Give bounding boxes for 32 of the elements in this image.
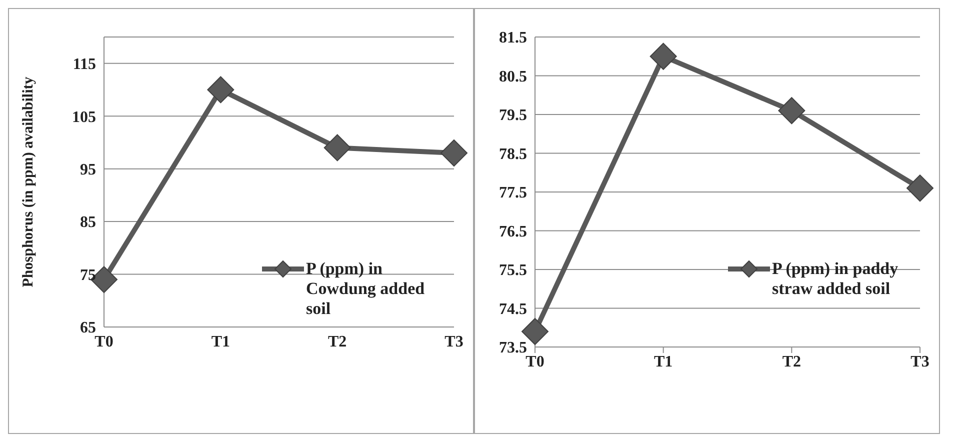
y-tick-label: 78.5 (499, 146, 527, 163)
y-tick-label: 105 (72, 108, 96, 126)
x-tick-label: T3 (910, 353, 930, 370)
point (207, 76, 234, 104)
y-tick-label: 80.5 (499, 68, 527, 86)
y-tick-label: 65 (80, 320, 96, 337)
legend-label: P (ppm) in Cowdung added soil (306, 259, 426, 319)
point (324, 134, 351, 162)
y-tick-label: 81.5 (499, 30, 527, 47)
x-tick-label: T3 (444, 333, 464, 350)
y-tick-label: 115 (72, 56, 96, 74)
x-tick-label: T2 (328, 333, 347, 350)
point (650, 42, 677, 70)
point (906, 174, 934, 202)
y-tick-label: 74.5 (499, 300, 527, 318)
y-tick-label: 79.5 (499, 107, 527, 124)
y-tick-label: 85 (80, 214, 96, 232)
x-tick-label: T0 (526, 353, 544, 370)
point (440, 140, 468, 166)
y-tick-label: 95 (80, 162, 96, 178)
legend-label: P (ppm) in paddy straw added soil (772, 259, 900, 299)
y-tick-label: 77.5 (499, 184, 527, 202)
y-tick-label: 76.5 (499, 223, 527, 240)
x-tick-label: T1 (211, 333, 230, 350)
x-tick-label: T0 (94, 333, 114, 350)
y-tick-label: 75 (80, 266, 96, 284)
y-axis-title: Phosphorus (in ppm) availability (20, 76, 36, 288)
point (778, 97, 806, 124)
y-tick-label: 75.5 (499, 262, 527, 280)
x-tick-label: T1 (654, 353, 673, 370)
x-tick-label: T2 (782, 353, 802, 370)
y-tick-label: 73.5 (499, 340, 527, 357)
